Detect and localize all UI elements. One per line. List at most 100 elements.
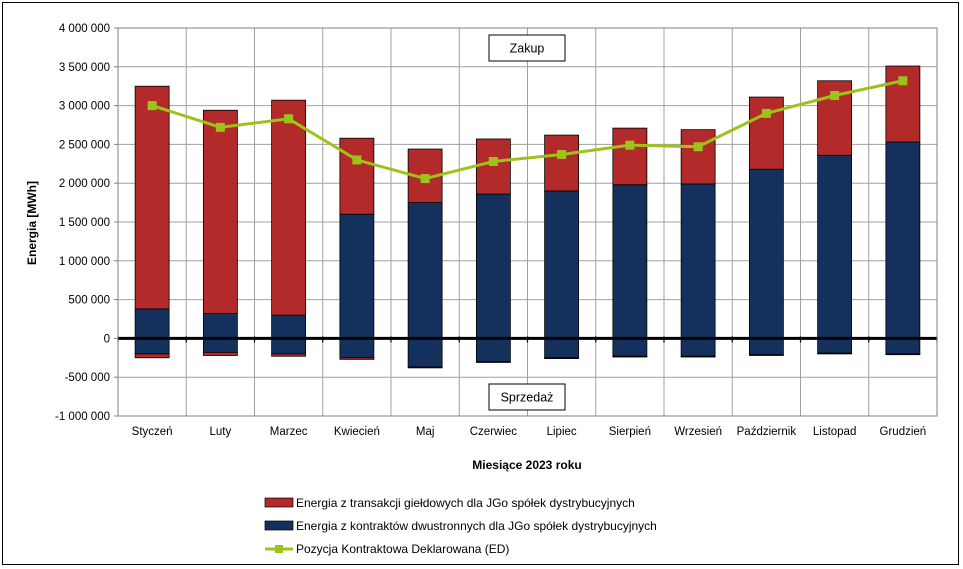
y-tick-label: 500 000 — [68, 295, 110, 307]
ed-point — [625, 140, 635, 150]
bar-bilateral-negative — [475, 337, 511, 363]
ed-point — [761, 108, 771, 118]
ed-point — [693, 142, 703, 152]
y-axis-title: Energia [MWh] — [25, 181, 39, 265]
annotation-top-box — [488, 34, 566, 62]
ed-point — [420, 174, 430, 184]
bar-exchange-negative — [612, 355, 648, 358]
x-tick-label: Sierpień — [609, 426, 651, 438]
x-tick-label: Styczeń — [132, 426, 173, 438]
bar-bilateral-positive — [407, 202, 443, 339]
bar-bilateral-positive — [544, 190, 580, 339]
x-tick-label: Listopad — [813, 426, 856, 438]
y-tick-label: 2 500 000 — [59, 139, 110, 151]
bar-exchange-positive — [544, 134, 580, 192]
bar-bilateral-positive — [134, 308, 170, 339]
bar-exchange-negative — [202, 351, 238, 356]
bar-bilateral-positive — [885, 141, 921, 339]
y-tick-label: 4 000 000 — [59, 23, 110, 35]
legend-label-ed: Pozycja Kontraktowa Deklarowana (ED) — [296, 542, 509, 556]
ed-point — [898, 76, 908, 86]
x-tick-label: Październik — [737, 426, 797, 438]
bar-bilateral-positive — [748, 168, 784, 339]
bar-exchange-negative — [134, 353, 170, 359]
ed-series-line — [151, 79, 904, 181]
bar-bilateral-negative — [748, 337, 784, 356]
bar-exchange-positive — [680, 129, 716, 185]
y-tick-label: 2 000 000 — [59, 178, 110, 190]
legend-swatch-bilateral — [264, 520, 294, 531]
bar-exchange-positive — [612, 127, 648, 186]
bar-bilateral-positive — [612, 184, 648, 339]
x-tick-label: Wrzesień — [674, 426, 722, 438]
bar-exchange-negative — [271, 353, 307, 357]
bar-bilateral-negative — [680, 337, 716, 357]
legend-label-bilateral: Energia z kontraktów dwustronnych dla JG… — [296, 519, 657, 533]
bar-exchange-negative — [407, 366, 443, 369]
x-axis-title: Miesiące 2023 roku — [472, 458, 581, 472]
y-tick-label: 1 000 000 — [59, 256, 110, 268]
bar-bilateral-positive — [680, 183, 716, 339]
legend-swatch-exchange — [264, 497, 294, 508]
bar-bilateral-negative — [339, 337, 375, 359]
bar-bilateral-negative — [407, 337, 443, 368]
annotation-top: Zakup — [488, 34, 566, 62]
bar-bilateral-negative — [134, 337, 170, 355]
bar-bilateral-negative — [885, 337, 921, 355]
ed-point — [830, 91, 840, 101]
bar-bilateral-negative — [544, 337, 580, 359]
y-tick-label: 3 000 000 — [59, 101, 110, 113]
bar-exchange-positive — [339, 137, 375, 215]
bar-exchange-positive — [202, 109, 238, 314]
bar-bilateral-negative — [271, 337, 307, 355]
x-tick-label: Kwiecień — [334, 426, 380, 438]
legend-label-exchange: Energia z transakcji giełdowych dla JGo … — [296, 496, 635, 510]
x-tick-label: Marzec — [270, 426, 308, 438]
ed-point — [352, 155, 362, 165]
y-tick-label: 0 — [104, 333, 110, 345]
bars — [134, 65, 921, 369]
x-tick-labels: Styczeń Luty Marzec Kwiecień Maj Czerwiec Lipi… — [132, 426, 927, 438]
ed-point — [147, 101, 157, 111]
bar-exchange-positive — [475, 138, 511, 195]
ed-point — [215, 122, 225, 132]
bar-exchange-negative — [817, 352, 853, 355]
bar-exchange-positive — [271, 99, 307, 316]
annotation-bottom-text: Sprzedaż — [501, 391, 554, 405]
bar-exchange-negative — [680, 355, 716, 358]
bar-bilateral-positive — [817, 154, 853, 339]
bar-bilateral-positive — [475, 193, 511, 339]
bar-bilateral-positive — [202, 313, 238, 339]
bar-bilateral-positive — [271, 314, 307, 339]
y-tick-label: 1 500 000 — [59, 217, 110, 229]
bar-bilateral-negative — [202, 337, 238, 353]
bar-exchange-negative — [748, 354, 784, 356]
ed-point — [284, 114, 294, 124]
bar-exchange-positive — [748, 96, 784, 170]
x-tick-label: Czerwiec — [470, 426, 518, 438]
bar-bilateral-positive — [339, 213, 375, 339]
y-tick-label: -500 000 — [65, 372, 110, 384]
x-tick-label: Lipiec — [547, 426, 577, 438]
annotation-top-text: Zakup — [510, 42, 545, 56]
annotation-bottom-box — [488, 383, 566, 411]
ed-point — [557, 149, 567, 159]
bar-exchange-positive — [134, 85, 170, 310]
bar-exchange-negative — [885, 353, 921, 356]
y-tick-labels: 4 000 000 3 500 000 3 000 000 2 500 000 2 00… — [55, 23, 118, 423]
ed-line — [147, 76, 908, 184]
bar-exchange-negative — [339, 357, 375, 360]
legend-item-exchange: Energia z transakcji giełdowych dla JGo … — [264, 496, 635, 510]
x-tick-label: Maj — [416, 426, 435, 438]
bar-bilateral-negative — [612, 337, 648, 357]
ed-point — [488, 156, 498, 166]
legend-marker-ed — [275, 545, 283, 553]
bar-bilateral-negative — [817, 337, 853, 354]
y-tick-label: -1 000 000 — [55, 411, 110, 423]
bar-exchange-negative — [544, 357, 580, 359]
y-tick-label: 3 500 000 — [59, 62, 110, 74]
bar-exchange-negative — [475, 361, 511, 363]
annotation-bottom: Sprzedaż — [488, 383, 566, 411]
legend-item-bilateral: Energia z kontraktów dwustronnych dla JG… — [264, 519, 657, 533]
